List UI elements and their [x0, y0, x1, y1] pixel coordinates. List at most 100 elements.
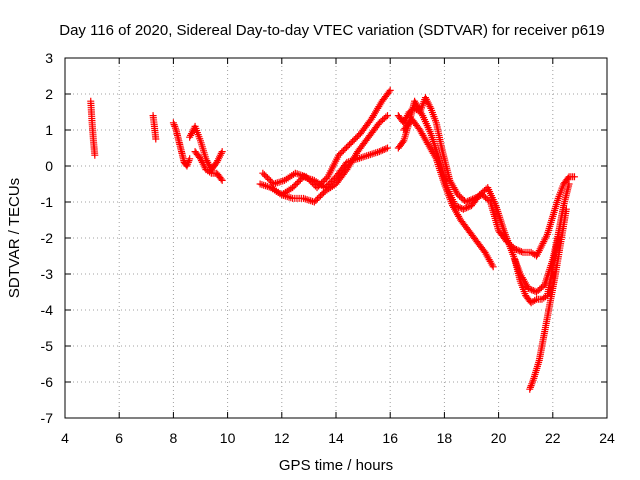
data-point	[290, 182, 298, 190]
data-point	[91, 151, 99, 159]
x-tick-label: 4	[61, 430, 69, 446]
data-point	[315, 182, 323, 190]
series-seg-k	[400, 115, 497, 271]
data-point	[302, 173, 310, 181]
data-point	[383, 112, 391, 120]
data-point	[382, 113, 390, 121]
y-tick-label: 1	[45, 122, 53, 138]
x-tick-label: 20	[491, 430, 507, 446]
data-point	[341, 145, 349, 153]
data-point	[259, 169, 267, 177]
data-point	[342, 143, 350, 151]
data-point	[344, 142, 352, 150]
y-tick-label: -5	[41, 338, 54, 354]
data-point	[308, 179, 316, 187]
data-point	[292, 181, 300, 189]
x-tick-label: 8	[170, 430, 178, 446]
x-tick-label: 22	[545, 430, 561, 446]
data-point	[562, 205, 570, 213]
y-tick-label: 2	[45, 86, 53, 102]
data-point	[385, 88, 393, 96]
series-seg-c	[169, 119, 194, 170]
data-point	[514, 246, 522, 254]
data-point	[262, 172, 270, 180]
chart-title: Day 116 of 2020, Sidereal Day-to-day VTE…	[59, 22, 605, 39]
data-point	[516, 247, 524, 255]
grid-lines	[65, 58, 607, 418]
data-point	[350, 136, 358, 144]
y-axis-ticks: 3 2 1 0 -1 -2 -3 -4 -5 -6 -7	[41, 50, 607, 426]
data-point	[293, 179, 301, 187]
data-point	[267, 177, 275, 185]
data-point	[375, 148, 383, 156]
data-point	[263, 174, 271, 182]
y-tick-label: -3	[41, 266, 54, 282]
data-point	[295, 177, 303, 185]
data-point	[152, 135, 160, 143]
data-point	[554, 234, 562, 242]
data-point	[217, 175, 225, 183]
data-point	[260, 171, 268, 179]
data-point	[528, 286, 536, 294]
y-tick-label: -6	[41, 374, 54, 390]
data-point	[456, 204, 464, 212]
x-tick-label: 6	[115, 430, 123, 446]
x-tick-label: 24	[599, 430, 615, 446]
data-point	[383, 144, 391, 152]
data-point	[171, 122, 179, 130]
data-point	[379, 146, 387, 154]
x-tick-label: 10	[220, 430, 236, 446]
data-point	[318, 179, 326, 187]
data-point	[321, 176, 329, 184]
data-point	[218, 148, 226, 156]
data-point	[382, 145, 390, 153]
data-point	[319, 177, 327, 185]
y-tick-label: -2	[41, 230, 54, 246]
data-point	[338, 148, 346, 156]
series-seg-h	[267, 112, 391, 206]
series-seg-b	[149, 112, 160, 143]
data-point	[313, 184, 321, 192]
data-point	[346, 140, 354, 148]
data-point	[186, 155, 194, 163]
data-point	[307, 177, 315, 185]
data-point	[459, 205, 467, 213]
y-tick-label: 3	[45, 50, 53, 66]
data-point	[353, 133, 361, 141]
y-axis-label: SDTVAR / TECUs	[6, 178, 23, 298]
data-point	[335, 151, 343, 159]
data-point	[489, 263, 497, 271]
series-seg-m	[526, 205, 570, 393]
data-point	[315, 193, 323, 201]
data-point	[313, 195, 321, 203]
data-point	[377, 147, 385, 155]
plot-frame	[64, 57, 608, 419]
series-seg-a	[87, 97, 99, 159]
data-point	[524, 284, 532, 292]
data-point	[517, 248, 525, 256]
data-point	[304, 174, 312, 182]
series-seg-d	[186, 122, 226, 174]
data-point	[310, 198, 318, 206]
data-point	[347, 139, 355, 147]
y-tick-label: -7	[41, 410, 54, 426]
data-point	[526, 285, 534, 293]
data-point	[463, 204, 471, 212]
data-point	[380, 145, 388, 153]
x-tick-label: 14	[328, 430, 344, 446]
data-point	[322, 174, 330, 182]
data-point	[386, 86, 394, 94]
data-point	[310, 181, 318, 189]
data-point	[531, 287, 539, 295]
data-point	[336, 150, 344, 158]
y-tick-label: 0	[45, 158, 53, 174]
data-point	[305, 176, 313, 184]
data-point	[565, 180, 573, 188]
y-tick-label: -4	[41, 302, 54, 318]
data-point	[329, 176, 337, 184]
data-point	[512, 246, 520, 254]
x-tick-label: 12	[274, 430, 290, 446]
y-tick-label: -1	[41, 194, 54, 210]
data-point	[349, 137, 357, 145]
